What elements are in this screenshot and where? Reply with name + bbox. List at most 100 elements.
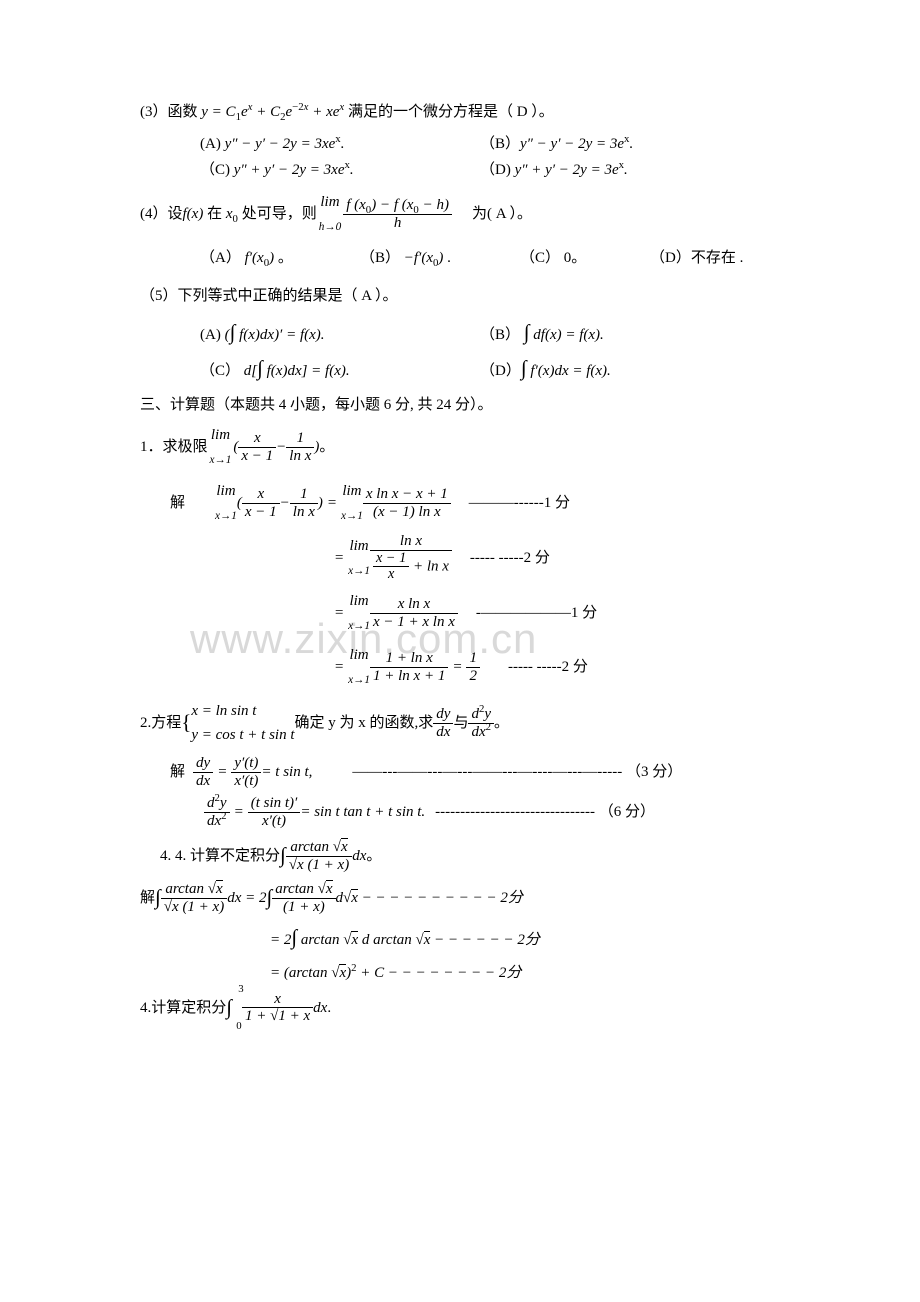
p1-s1-den: (x − 1) ln x <box>363 504 451 521</box>
problem-3: 4. 4. 计算不定积分 ∫ arctan √x√x (1 + x) dx 。 <box>160 839 790 873</box>
q3-tail: 满足的一个微分方程是（ D ）。 <box>348 104 554 120</box>
q3-A-eq: y″ − y′ − 2y = 3xex. <box>225 136 345 152</box>
p3-int-den: √x (1 + x) <box>286 857 352 874</box>
p1-lim: lim <box>211 427 230 443</box>
p3-tail: 。 <box>366 844 381 868</box>
p1-s2-den-num: x − 1 <box>373 551 409 568</box>
q4-A: （A） f′(x0) 。 <box>200 250 293 266</box>
p2-dy: dy <box>433 706 453 724</box>
p2-s2-ld: dx2 <box>204 813 230 830</box>
q5-C-eq: d[∫ f(x)dx] = f(x). <box>244 363 350 379</box>
page-content: (3）函数 y = C1ex + C2e−2x + xex 满足的一个微分方程是… <box>140 100 790 1025</box>
p2-tail: 。 <box>494 711 509 735</box>
p2-and: 与 <box>453 711 468 735</box>
q3-label: (3）函数 <box>140 104 201 120</box>
p4-num: x <box>242 991 313 1009</box>
p1-b-num: 1 <box>286 430 314 448</box>
p2-s2-score: （6 分） <box>599 804 655 820</box>
p2-s1-mn: y′(t) <box>231 755 261 773</box>
p2-dx: dx <box>433 724 453 741</box>
p2-s1-score: （3 分） <box>626 764 682 780</box>
q3-A-label: (A) <box>200 136 225 152</box>
q4-B: （B） −f′(x0) . <box>360 250 451 266</box>
p1-s1-num: x ln x − x + 1 <box>363 486 451 504</box>
q3-choices: (A) y″ − y′ − 2y = 3xex. （B）y″ − y′ − 2y… <box>200 132 790 182</box>
q5-B-label: （B） <box>480 327 524 343</box>
p1-title: 1．求极限 <box>140 435 208 459</box>
q4-den: h <box>343 215 452 232</box>
p1-s4-score: ----- -----2 分 <box>508 655 588 679</box>
p3-sol-label: 解 <box>140 886 155 910</box>
q4-cond: f(x) 在 x0 处可导，则 <box>183 202 317 226</box>
p2-s1-ld: dx <box>193 773 213 790</box>
p1-s3-den: x − 1 + x ln x <box>370 614 458 631</box>
p3-s3: = (arctan √x)2 + C − − − − − − − − 2分 <box>270 965 521 981</box>
p2-s2-r: = sin t tan t + t sin t. <box>300 800 425 824</box>
p2-mid: 确定 y 为 x 的函数,求 <box>295 711 434 735</box>
p1-solution: 解 limx→1 (xx − 1 − 1ln x) = limx→1 x ln … <box>170 479 790 691</box>
p2-sol-label: 解 <box>170 760 185 784</box>
q4-lim-sub: h→0 <box>319 221 342 233</box>
q5-D-label: （D） <box>480 363 521 379</box>
problem-2: 2.方程 { x = ln sin t y = cos t + t sin t … <box>140 699 790 747</box>
p4-dx: dx <box>313 996 327 1020</box>
p1-sol-label: 解 <box>170 491 185 515</box>
p1-b-den: ln x <box>286 448 314 465</box>
q3-D-label: （D) <box>480 162 515 178</box>
q5-B-eq: ∫ df(x) = f(x). <box>524 327 604 343</box>
p2-s1-md: x′(t) <box>231 773 261 790</box>
p1-s3-score: 1 分 <box>571 605 597 621</box>
p1-s2-den: x − 1x + ln x <box>370 551 452 583</box>
q5-C-label: （C） <box>200 363 244 379</box>
p3-dx: dx <box>352 844 366 868</box>
p1-a-num: x <box>238 430 276 448</box>
p2-dx2: dx2 <box>468 724 494 741</box>
q4-tail: 为( A ）。 <box>472 202 532 226</box>
q4-D: （D）不存在 . <box>650 250 743 266</box>
p1-s4-den: 1 + ln x + 1 <box>370 668 448 685</box>
q5-D-eq: ∫ f′(x)dx = f(x). <box>521 363 611 379</box>
p2-solution: 解 dydx = y′(t)x′(t) = t sin t, ——---——--… <box>170 755 790 829</box>
p1-a-den: x − 1 <box>238 448 276 465</box>
p1-tail: 。 <box>319 435 334 459</box>
p4-den: 1 + √1 + x <box>242 1008 313 1025</box>
q5-label: （5）下列等式中正确的结果是（ A ）。 <box>140 288 398 304</box>
question-4: (4）设 f(x) 在 x0 处可导，则 lim h→0 f (x0) − f (… <box>140 190 790 238</box>
p1-s3-num: x ln x <box>370 596 458 614</box>
p1-s2-num: ln x <box>370 533 452 551</box>
p1-sub: x→1 <box>210 454 232 466</box>
q4-C: （C） 0。 <box>520 250 586 266</box>
p1-s2-den-den: x <box>373 567 409 583</box>
q4-lim: lim <box>320 194 339 210</box>
p1-s2-den-plus: + ln x <box>409 558 449 574</box>
p1-s4-rnum: 1 <box>466 650 480 668</box>
q3-C-label: （C) <box>200 162 234 178</box>
problem-4: 4.计算定积分 ∫30 x1 + √1 + x dx . <box>140 991 790 1025</box>
q5-choices: (A) (∫ f(x)dx)′ = f(x). （B） ∫ df(x) = f(… <box>200 316 790 385</box>
p2-brace-top: x = ln sin t <box>191 699 294 723</box>
q3-B-eq: y″ − y′ − 2y = 3ex. <box>520 136 633 152</box>
q3-D-eq: y″ + y′ − 2y = 3ex. <box>515 162 628 178</box>
question-3: (3）函数 y = C1ex + C2e−2x + xex 满足的一个微分方程是… <box>140 100 790 124</box>
p1-s4-num: 1 + ln x <box>370 650 448 668</box>
p1-s1-score: 1 分 <box>544 495 570 511</box>
q5-A-eq: (∫ f(x)dx)′ = f(x). <box>225 327 325 343</box>
p4-title: 4.计算定积分 <box>140 996 226 1020</box>
p4-tail: . <box>327 996 331 1020</box>
p2-s2-mn: (t sin t)′ <box>248 795 301 813</box>
p2-brace-bot: y = cos t + t sin t <box>191 723 294 747</box>
p2-s2-md: x′(t) <box>248 813 301 830</box>
p3-title: 4. 4. 计算不定积分 <box>160 844 280 868</box>
q4-num: f (x0) − f (x0 − h) <box>343 197 452 215</box>
p3-int-num: arctan √x <box>286 839 352 857</box>
q5-A-label: (A) <box>200 327 225 343</box>
p1-s4-rden: 2 <box>466 668 480 685</box>
q4-label: (4）设 <box>140 202 183 226</box>
problem-1: 1．求极限 limx→1 (xx − 1 − 1ln x) 。 <box>140 423 790 471</box>
p3-s2: = 2∫ arctan √x d arctan √x − − − − − − 2… <box>270 932 540 948</box>
q3-B-label: （B） <box>480 136 520 152</box>
p1-s2-score: ----- -----2 分 <box>470 546 550 570</box>
p3-solution: 解 ∫ arctan √x√x (1 + x) dx = 2 ∫ arctan … <box>140 881 790 985</box>
p2-s1-ln: dy <box>193 755 213 773</box>
q3-equation: y = C1ex + C2e−2x + xex <box>201 104 344 120</box>
